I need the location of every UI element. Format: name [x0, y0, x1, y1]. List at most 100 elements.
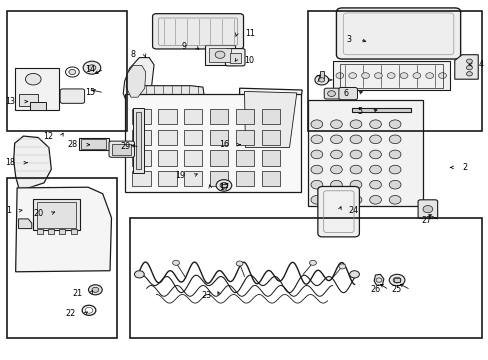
Circle shape — [83, 61, 101, 74]
FancyBboxPatch shape — [225, 49, 244, 66]
Polygon shape — [131, 86, 204, 108]
Circle shape — [310, 180, 322, 189]
Bar — [158, 130, 176, 145]
FancyBboxPatch shape — [324, 88, 343, 99]
Circle shape — [349, 150, 361, 159]
Polygon shape — [373, 274, 383, 285]
Circle shape — [369, 120, 381, 129]
Circle shape — [25, 73, 41, 85]
Polygon shape — [123, 58, 154, 103]
Text: 15: 15 — [85, 88, 95, 97]
Circle shape — [309, 260, 316, 265]
Bar — [158, 150, 176, 166]
Circle shape — [369, 195, 381, 204]
Circle shape — [220, 183, 227, 188]
Text: 28: 28 — [67, 140, 77, 149]
Circle shape — [399, 73, 407, 78]
Circle shape — [388, 150, 400, 159]
Circle shape — [348, 73, 356, 78]
Bar — [183, 109, 202, 124]
Bar — [393, 278, 399, 282]
Circle shape — [438, 73, 446, 78]
Circle shape — [425, 73, 433, 78]
Bar — [71, 229, 77, 234]
Bar — [319, 71, 323, 78]
Text: 4: 4 — [477, 60, 482, 69]
Text: 25: 25 — [391, 285, 401, 294]
Circle shape — [314, 75, 328, 85]
Circle shape — [330, 150, 342, 159]
Bar — [136, 112, 141, 169]
Circle shape — [388, 180, 400, 189]
Bar — [307, 11, 481, 131]
Bar — [132, 130, 150, 145]
Text: 17: 17 — [219, 184, 229, 192]
Bar — [209, 48, 230, 62]
Circle shape — [422, 206, 432, 213]
Circle shape — [369, 135, 381, 144]
Circle shape — [349, 195, 361, 204]
FancyBboxPatch shape — [60, 89, 84, 103]
Bar — [60, 229, 65, 234]
Bar — [30, 102, 46, 110]
Bar — [79, 138, 108, 150]
Bar — [132, 171, 150, 186]
Text: 19: 19 — [174, 171, 184, 180]
Circle shape — [412, 73, 420, 78]
Circle shape — [69, 69, 76, 75]
Circle shape — [310, 150, 322, 159]
Circle shape — [369, 180, 381, 189]
Bar — [261, 150, 280, 166]
Bar — [158, 109, 176, 124]
Bar — [209, 171, 228, 186]
Circle shape — [338, 264, 345, 269]
Circle shape — [386, 73, 394, 78]
Circle shape — [330, 120, 342, 129]
Circle shape — [88, 285, 102, 295]
Polygon shape — [126, 66, 145, 97]
Text: 21: 21 — [72, 289, 82, 298]
Bar — [81, 139, 105, 149]
Text: 22: 22 — [65, 309, 76, 318]
Text: 18: 18 — [6, 158, 16, 167]
Polygon shape — [239, 88, 302, 153]
Text: 14: 14 — [85, 65, 95, 74]
Polygon shape — [454, 55, 477, 79]
Bar — [124, 94, 300, 192]
Bar — [48, 229, 54, 234]
Bar — [15, 68, 59, 110]
Bar — [235, 171, 254, 186]
Circle shape — [215, 51, 224, 58]
Bar — [205, 45, 234, 65]
Circle shape — [88, 65, 96, 71]
Circle shape — [236, 261, 243, 266]
Circle shape — [374, 73, 382, 78]
Text: 12: 12 — [42, 132, 53, 140]
Circle shape — [369, 165, 381, 174]
Text: 3: 3 — [346, 35, 350, 44]
Circle shape — [310, 120, 322, 129]
Circle shape — [310, 195, 322, 204]
Circle shape — [349, 180, 361, 189]
Bar — [339, 64, 442, 88]
Circle shape — [349, 135, 361, 144]
Text: 7: 7 — [315, 76, 320, 85]
Bar — [7, 11, 127, 131]
FancyBboxPatch shape — [109, 141, 134, 157]
Circle shape — [134, 271, 144, 278]
Circle shape — [216, 180, 231, 191]
Circle shape — [349, 271, 359, 278]
FancyBboxPatch shape — [336, 8, 460, 59]
Polygon shape — [16, 187, 111, 272]
Text: 23: 23 — [201, 292, 211, 300]
FancyBboxPatch shape — [152, 14, 243, 49]
Bar — [221, 184, 226, 187]
Circle shape — [392, 277, 400, 283]
Polygon shape — [112, 144, 131, 155]
FancyBboxPatch shape — [317, 186, 359, 237]
Bar — [209, 109, 228, 124]
Circle shape — [327, 91, 335, 96]
Circle shape — [388, 195, 400, 204]
Bar — [132, 109, 150, 124]
Circle shape — [172, 260, 179, 265]
